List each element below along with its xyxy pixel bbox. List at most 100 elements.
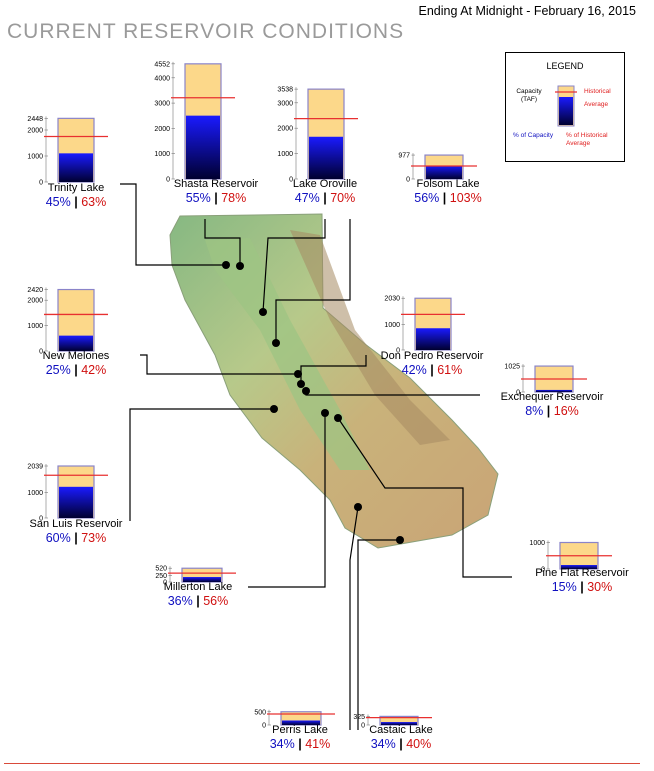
new-melones-percent-label: 25% | 42% [46, 363, 107, 377]
legend-average-label: Average [584, 101, 609, 108]
pct-capacity: 36% [168, 594, 197, 608]
tick-label: 0 [396, 348, 400, 355]
pct-separator: | [580, 580, 587, 594]
millerton-lake-storage-bar [183, 577, 221, 582]
perris-lake-percent-label: 34% | 41% [270, 737, 331, 751]
folsom-lake-connector [275, 219, 351, 343]
pct-separator: | [74, 195, 81, 209]
tick-label: 520 [155, 566, 167, 573]
report-date: Ending At Midnight - February 16, 2015 [418, 4, 637, 18]
don-pedro-reservoir-location-dot [297, 380, 305, 388]
tick-label: 977 [398, 153, 410, 160]
tick-label: 0 [166, 177, 170, 184]
trinity-lake-percent-label: 45% | 63% [46, 195, 107, 209]
don-pedro-reservoir-percent-label: 42% | 61% [402, 363, 463, 377]
tick-label: 1000 [277, 151, 293, 158]
pct-capacity: 8% [525, 404, 547, 418]
perris-lake-connector [349, 506, 359, 730]
tick-label: 4552 [154, 61, 170, 68]
perris-lake-storage-bar [282, 720, 320, 725]
location-markers [222, 261, 404, 544]
legend-pct-historical: % of Historical Average [566, 132, 608, 147]
pct-historical: 61% [437, 363, 462, 377]
tick-label: 2000 [154, 126, 170, 133]
tick-label: 3538 [277, 87, 293, 94]
tick-label: 0 [39, 516, 43, 523]
tick-label: 0 [361, 723, 365, 730]
pine-flat-reservoir-location-dot [334, 414, 342, 422]
tick-label: 0 [516, 390, 520, 397]
tick-label: 1000 [384, 322, 400, 329]
bottom-rule [4, 763, 640, 764]
pct-capacity: 60% [46, 531, 75, 545]
pct-historical: 78% [221, 191, 246, 205]
trinity-lake-name-label: Trinity Lake [48, 182, 104, 194]
pct-separator: | [74, 531, 81, 545]
millerton-lake-percent-label: 36% | 56% [168, 594, 229, 608]
exchequer-reservoir-name-label: Exchequer Reservoir [501, 391, 604, 403]
new-melones-connector [140, 354, 298, 375]
pct-historical: 73% [81, 531, 106, 545]
pct-historical: 56% [203, 594, 228, 608]
legend-title: LEGEND [546, 61, 584, 71]
pct-separator: | [323, 191, 330, 205]
pine-flat-reservoir-storage-bar [561, 565, 597, 569]
tick-label: 2448 [27, 116, 43, 123]
tick-label: 2420 [27, 287, 43, 294]
pct-separator: | [547, 404, 554, 418]
legend-bar-icon [555, 85, 577, 127]
millerton-lake-name-label: Millerton Lake [164, 581, 232, 593]
san-luis-reservoir-percent-label: 60% | 73% [46, 531, 107, 545]
pct-capacity: 15% [552, 580, 581, 594]
pct-separator: | [74, 363, 81, 377]
perris-lake-name-label: Perris Lake [272, 724, 328, 736]
castaic-lake-name-label: Castaic Lake [369, 724, 433, 736]
shasta-reservoir-percent-label: 55% | 78% [186, 191, 247, 205]
tick-label: 2030 [384, 296, 400, 303]
tick-label: 1000 [154, 151, 170, 158]
folsom-lake-location-dot [272, 339, 280, 347]
pct-historical: 103% [450, 191, 482, 205]
pct-historical: 41% [305, 737, 330, 751]
castaic-lake-location-dot [396, 536, 404, 544]
san-luis-reservoir-connector [129, 408, 274, 521]
pine-flat-reservoir-name-label: Pine Flat Reservoir [535, 567, 629, 579]
pct-historical: 70% [330, 191, 355, 205]
millerton-lake-location-dot [321, 409, 329, 417]
san-luis-reservoir-storage-bar [59, 486, 93, 518]
legend-historical-label: Historical [584, 88, 611, 95]
lake-oroville-location-dot [259, 308, 267, 316]
sierra-range [290, 230, 450, 445]
castaic-lake-connector [357, 539, 400, 730]
pct-separator: | [399, 737, 406, 751]
tick-label: 1025 [504, 364, 520, 371]
tick-label: 0 [163, 580, 167, 587]
exchequer-reservoir-storage-bar [536, 389, 572, 392]
folsom-lake-name-label: Folsom Lake [417, 178, 480, 190]
tick-label: 0 [406, 177, 410, 184]
pct-separator: | [430, 363, 437, 377]
don-pedro-reservoir-name-label: Don Pedro Reservoir [381, 350, 484, 362]
pct-historical: 42% [81, 363, 106, 377]
new-melones-location-dot [294, 370, 302, 378]
pct-capacity: 47% [295, 191, 324, 205]
page-title: CURRENT RESERVOIR CONDITIONS [7, 20, 405, 43]
tick-label: 2000 [27, 298, 43, 305]
pct-separator: | [443, 191, 450, 205]
tick-label: 500 [254, 709, 266, 716]
lake-oroville-connector [262, 219, 326, 313]
trinity-lake-connector [120, 183, 226, 266]
pct-historical: 63% [81, 195, 106, 209]
millerton-lake-connector [248, 413, 326, 588]
lake-oroville-name-label: Lake Oroville [293, 178, 357, 190]
tick-label: 2000 [27, 128, 43, 135]
